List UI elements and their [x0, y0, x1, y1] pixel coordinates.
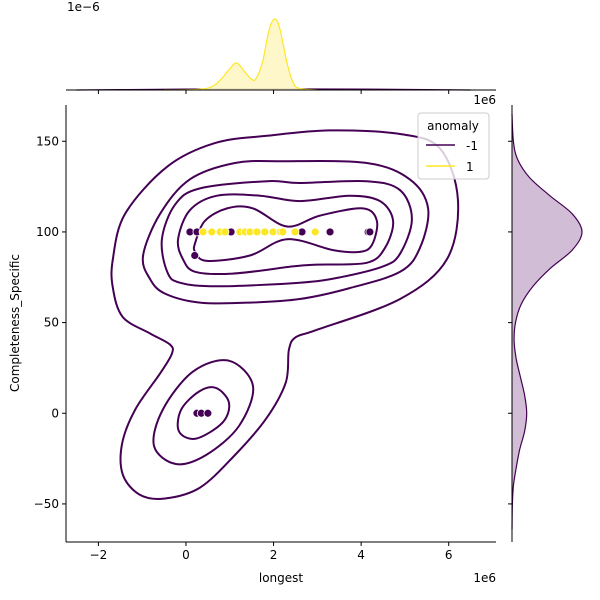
legend-title: anomaly: [427, 119, 479, 133]
scatter-point-anomaly-1: [278, 227, 288, 237]
y-tick-label: 100: [36, 225, 59, 239]
scatter-point-anomaly-1: [252, 227, 262, 237]
kde-contour-5: [192, 205, 379, 262]
scatter-point-anomaly--1: [365, 227, 375, 237]
right-marginal-curve: [511, 114, 583, 530]
right-marginal-axes: [508, 105, 583, 542]
top-marginal-kde: [76, 18, 471, 91]
x-tick-label: −2: [90, 548, 108, 562]
x-tick-label: 6: [445, 548, 453, 562]
top-marginal-offset-label: 1e−6: [67, 0, 100, 14]
y-tick-label: 150: [36, 134, 59, 148]
scatter-point-anomaly--1: [190, 251, 200, 260]
top-marginal-x-offset-label: 1e6: [473, 93, 496, 107]
scatter-point-anomaly--1: [325, 227, 335, 237]
legend: anomaly -1 1: [417, 112, 490, 180]
legend-label-1: 1: [466, 160, 474, 174]
x-tick-label: 4: [357, 548, 365, 562]
scatter-point-anomaly-1: [310, 227, 320, 237]
scatter-point-anomaly-1: [290, 227, 300, 237]
y-tick-label: 50: [44, 316, 59, 330]
kde-contour-1: [110, 129, 460, 500]
y-tick-label: −50: [34, 497, 59, 511]
top-marginal-curve-anomaly-1: [164, 18, 318, 91]
x-tick-label: 2: [270, 548, 278, 562]
scatter-point-anomaly-1: [207, 227, 217, 237]
kde-contour-4: [176, 193, 395, 276]
top-marginal-ticks: [97, 90, 450, 94]
x-ticks: −2 0 2 4 6: [90, 542, 453, 562]
scatter-point-anomaly-1: [220, 227, 230, 237]
kde-contour-6: [152, 359, 255, 466]
scatter-points: [185, 227, 375, 418]
scatter-point-anomaly--1: [203, 408, 213, 418]
y-axis-label: Completeness_Specific: [8, 254, 22, 392]
scatter-point-anomaly-1: [260, 227, 270, 237]
scatter-point-anomaly-1: [198, 227, 208, 237]
kde-contours: [110, 129, 460, 500]
y-ticks: −50 0 50 100 150: [34, 134, 66, 511]
x-offset-label: 1e6: [473, 571, 496, 585]
x-tick-label: 0: [182, 548, 190, 562]
top-marginal-fill-anomaly-1: [164, 19, 318, 90]
y-tick-label: 0: [51, 406, 59, 420]
right-marginal-kde: [511, 114, 583, 530]
legend-frame: [417, 112, 490, 180]
kde-contour-2: [141, 159, 430, 305]
main-axes: −2 0 2 4 6 −50 0 50 100 150 longest Completeness…: [8, 93, 496, 585]
top-marginal-axes: 1e−6: [66, 0, 496, 94]
kde-contour-3: [160, 179, 413, 288]
right-marginal-ticks: [508, 140, 512, 505]
kde-contour-7: [176, 386, 231, 440]
legend-label-neg1: -1: [466, 139, 478, 153]
right-marginal-fill: [512, 114, 582, 530]
x-axis-label: longest: [259, 571, 304, 585]
